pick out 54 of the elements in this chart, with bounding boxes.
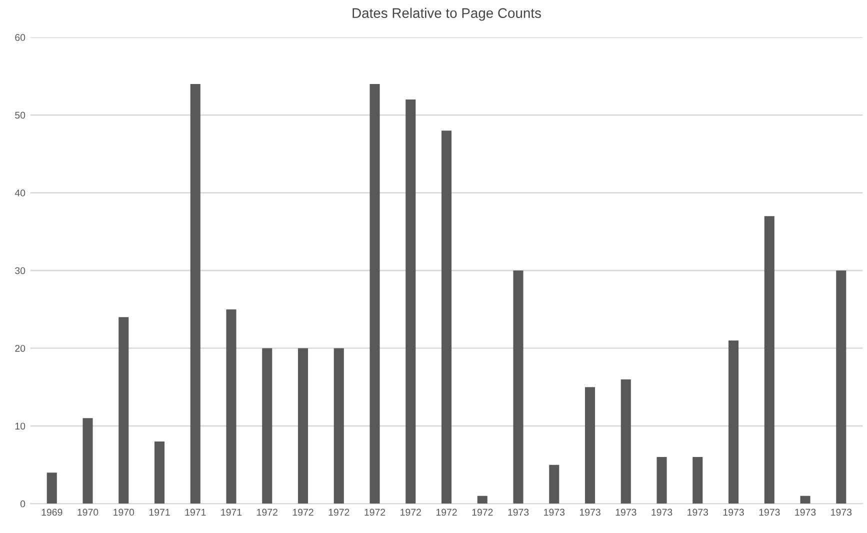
chart-title: Dates Relative to Page Counts xyxy=(352,8,541,21)
x-tick-label: 1973 xyxy=(831,508,852,516)
x-tick-label: 1970 xyxy=(114,508,134,516)
y-tick-label: 10 xyxy=(15,422,26,430)
bar xyxy=(656,457,667,504)
y-tick-label: 20 xyxy=(15,344,26,352)
bar xyxy=(154,442,165,504)
bar xyxy=(226,309,236,504)
x-tick-label: 1972 xyxy=(257,508,278,516)
bar xyxy=(441,130,452,504)
bar xyxy=(370,84,380,504)
bar xyxy=(728,340,739,504)
bar xyxy=(836,270,846,504)
bar xyxy=(118,317,129,504)
bar xyxy=(513,270,524,504)
y-tick-label: 60 xyxy=(15,34,26,41)
bar xyxy=(800,496,810,504)
bar xyxy=(584,387,596,504)
x-tick-label: 1972 xyxy=(328,508,350,516)
bar xyxy=(477,496,488,504)
bar xyxy=(190,84,200,504)
bar xyxy=(46,472,57,504)
bar xyxy=(334,348,344,504)
x-tick-label: 1973 xyxy=(544,508,565,516)
x-tick-label: 1973 xyxy=(688,508,708,516)
bar xyxy=(298,348,308,504)
bar xyxy=(764,216,774,504)
x-tick-label: 1973 xyxy=(616,508,636,516)
x-tick-label: 1973 xyxy=(795,508,816,516)
x-tick-label: 1973 xyxy=(723,508,744,516)
x-tick-label: 1973 xyxy=(508,508,529,516)
x-tick-label: 1972 xyxy=(292,508,314,516)
bar xyxy=(549,464,560,504)
bar xyxy=(82,418,93,504)
x-tick-label: 1971 xyxy=(221,508,242,516)
x-tick-label: 1973 xyxy=(580,508,600,516)
bar xyxy=(262,348,272,504)
x-tick-label: 1972 xyxy=(364,508,386,516)
bar xyxy=(692,457,703,504)
x-tick-label: 1972 xyxy=(472,508,493,516)
x-tick-label: 1969 xyxy=(42,508,62,516)
x-tick-label: 1970 xyxy=(78,508,98,516)
x-tick-label: 1971 xyxy=(149,508,170,516)
x-tick-label: 1971 xyxy=(185,508,206,516)
bar xyxy=(620,379,631,504)
x-tick-label: 1972 xyxy=(400,508,421,516)
y-tick-label: 50 xyxy=(15,112,26,119)
y-tick-label: 0 xyxy=(20,500,26,508)
x-tick-label: 1973 xyxy=(652,508,672,516)
x-tick-label: 1973 xyxy=(759,508,780,516)
x-tick-label: 1972 xyxy=(436,508,457,516)
y-tick-label: 30 xyxy=(15,267,26,274)
bar xyxy=(406,99,416,504)
y-tick-label: 40 xyxy=(14,190,26,196)
